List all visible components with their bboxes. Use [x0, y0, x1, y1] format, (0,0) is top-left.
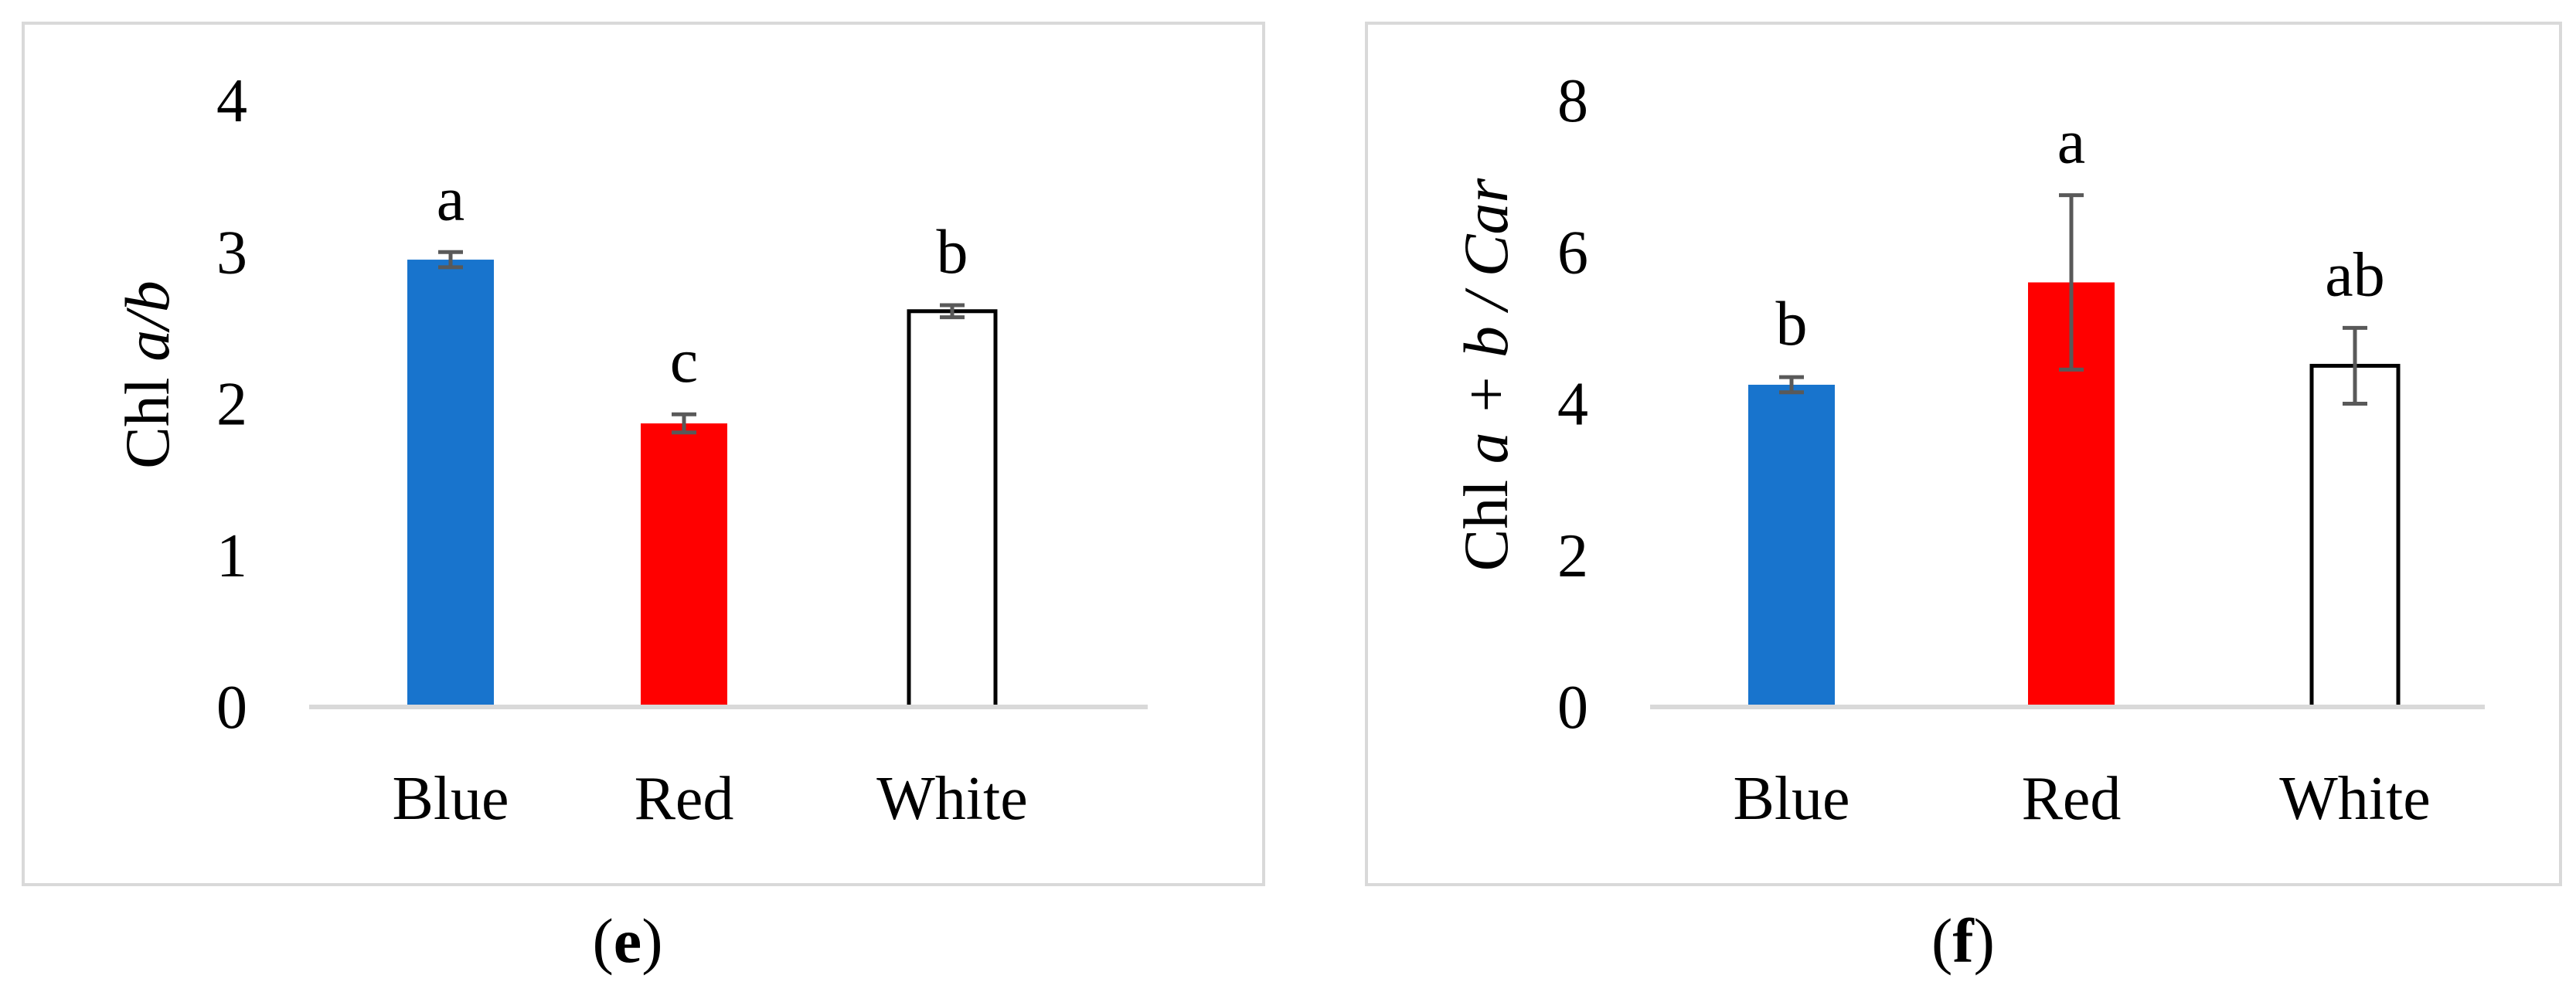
significance-letter-f: ab	[2325, 239, 2384, 309]
x-tick-label-e: Blue	[392, 765, 509, 833]
y-tick-label-e: 2	[216, 371, 247, 439]
significance-letter-f: b	[1776, 288, 1808, 358]
x-tick-label-f: Blue	[1733, 765, 1849, 833]
y-tick-label-e: 4	[216, 67, 247, 135]
y-tick-label-e: 0	[216, 674, 247, 742]
significance-letter-e: a	[437, 163, 464, 233]
y-tick-label-f: 0	[1557, 674, 1588, 742]
error-bar-red-e	[672, 412, 696, 435]
error-bar-red-f	[2059, 193, 2084, 372]
error-bar-white-e	[940, 303, 965, 320]
y-axis-label-f: Chl a + b / Car	[1451, 178, 1521, 572]
y-tick-label-e: 3	[216, 219, 247, 287]
y-axis-label-e: Chl a/b	[112, 280, 182, 469]
bar-red-e	[641, 423, 727, 707]
bar-blue-e	[407, 260, 494, 707]
significance-letter-f: a	[2057, 107, 2085, 177]
x-tick-label-e: Red	[635, 765, 734, 833]
error-bar-blue-f	[1779, 375, 1804, 395]
significance-letter-e: b	[937, 216, 968, 287]
x-tick-label-f: White	[2279, 765, 2430, 833]
bar-white-f	[2309, 363, 2401, 709]
y-tick-label-f: 4	[1557, 371, 1588, 439]
y-tick-label-e: 1	[216, 522, 247, 590]
y-tick-label-f: 8	[1557, 67, 1588, 135]
error-bar-blue-e	[438, 250, 463, 270]
panel-label-e: (e)	[592, 906, 662, 976]
y-tick-label-f: 6	[1557, 219, 1588, 287]
x-tick-label-f: Red	[2022, 765, 2122, 833]
error-bar-white-f	[2343, 325, 2367, 406]
y-tick-label-f: 2	[1557, 522, 1588, 590]
x-tick-label-e: White	[876, 765, 1027, 833]
significance-letter-e: c	[670, 325, 698, 396]
panel-label-f: (f)	[1931, 906, 1995, 976]
chart-panel-e: Chl a/b 0 1 2 3 4 a c b Blue Red White (e)	[22, 22, 1265, 976]
bar-white-e	[907, 309, 998, 709]
bar-blue-f	[1748, 384, 1835, 707]
